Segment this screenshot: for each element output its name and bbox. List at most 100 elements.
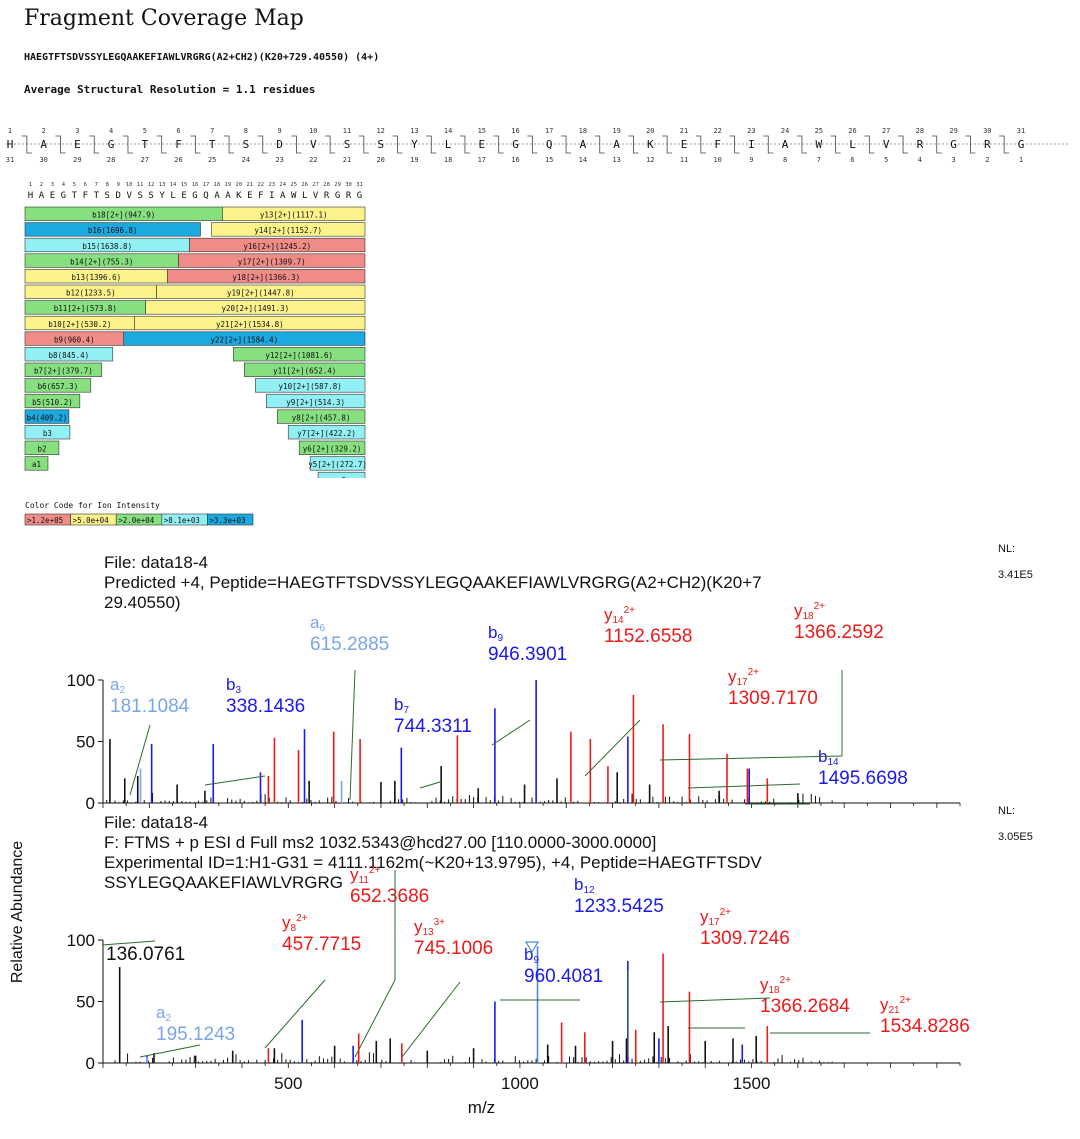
coverage-index: 27 xyxy=(312,182,319,188)
ladder-index-bottom: 16 xyxy=(511,156,519,164)
ion-superscript: 3+ xyxy=(434,917,446,928)
y-ion-label: y11[2+](652.4) xyxy=(273,367,336,376)
ladder-index-bottom: 17 xyxy=(478,156,486,164)
ladder-index-bottom: 13 xyxy=(612,156,620,164)
spectrum-header-line: Experimental ID=1:H1-G31 = 4111.1162m(~K… xyxy=(104,853,762,872)
ladder-residue: W xyxy=(815,138,822,151)
b-ion-bar xyxy=(24,393,81,409)
ladder-index-bottom: 22 xyxy=(309,156,317,164)
coverage-index: 22 xyxy=(257,182,264,188)
cleavage-mark xyxy=(864,135,875,154)
ladder-residue: T xyxy=(141,138,148,151)
cleavage-mark xyxy=(224,135,235,154)
coverage-index: 18 xyxy=(214,182,221,188)
coverage-residue: A xyxy=(39,191,45,201)
coverage-residue: V xyxy=(313,191,319,201)
ion-superscript: 2+ xyxy=(900,995,912,1006)
cleavage-mark xyxy=(358,135,369,154)
ladder-index-top: 1 xyxy=(8,127,12,135)
coverage-residue: S xyxy=(137,191,142,201)
ion-label: y172+ xyxy=(700,907,731,928)
y-ion-bar xyxy=(189,237,366,253)
y-ion-bar xyxy=(134,315,366,331)
annotation-leader xyxy=(491,719,531,746)
ladder-index-bottom: 23 xyxy=(275,156,283,164)
legend-label: >1.2e+05 xyxy=(27,516,63,525)
spectrum-header-line: SSYLEGQAAKEFIAWLVRGRG xyxy=(104,873,343,892)
ladder-index-top: 18 xyxy=(579,127,587,135)
cleavage-mark xyxy=(695,135,706,154)
cleavage-mark xyxy=(493,135,504,154)
ion-subscript: 11 xyxy=(359,875,370,886)
cleavage-mark xyxy=(459,135,470,154)
coverage-index: 20 xyxy=(236,182,243,188)
b-ion-label: b10[2+](530.2) xyxy=(48,320,111,329)
ion-letter: y xyxy=(700,907,709,926)
coverage-index: 10 xyxy=(126,182,133,188)
ladder-residue: E xyxy=(681,138,688,151)
ladder-index-bottom: 7 xyxy=(817,156,821,164)
ion-mz-label: 1309.7170 xyxy=(728,688,818,709)
ion-mz-label: 181.1084 xyxy=(110,696,190,717)
ladder-index-top: 6 xyxy=(176,127,180,135)
coverage-residue: R xyxy=(324,191,330,201)
ladder-index-top: 14 xyxy=(444,127,452,135)
ladder-index-top: 22 xyxy=(713,127,721,135)
y-ion-label: y14[2+](1152.7) xyxy=(254,226,322,235)
coverage-residue: S xyxy=(105,191,110,201)
y-ion-bar xyxy=(145,300,366,315)
ion-mz-label: 615.2885 xyxy=(310,634,389,655)
coverage-index: 19 xyxy=(225,182,232,188)
ladder-index-top: 2 xyxy=(42,127,46,135)
y-ion-bar xyxy=(244,362,366,377)
fragment-ladder: 1H312A303E294G285T276F267T258S249D2310V2… xyxy=(6,127,1070,164)
nl-label: NL: xyxy=(998,805,1015,817)
annotation-leader xyxy=(659,755,843,761)
ion-subscript: 18 xyxy=(803,611,815,622)
ladder-index-bottom: 5 xyxy=(884,156,888,164)
ladder-residue: E xyxy=(74,138,81,151)
y-ion-label: y19[2+](1447.8) xyxy=(227,289,295,298)
ladder-residue: V xyxy=(310,138,317,151)
ladder-index-bottom: 29 xyxy=(73,156,81,164)
ion-subscript: 21 xyxy=(889,1005,901,1016)
coverage-index: 25 xyxy=(290,182,297,188)
coverage-index: 12 xyxy=(148,182,155,188)
cleavage-mark xyxy=(21,135,32,154)
ladder-index-top: 28 xyxy=(916,127,924,135)
legend-title: Color Code for Ion Intensity xyxy=(25,501,160,510)
y-ion-bar xyxy=(317,471,366,478)
b-ion-label: b13(1396.6) xyxy=(71,273,121,282)
ion-letter: b xyxy=(488,623,497,642)
ladder-index-top: 5 xyxy=(143,127,147,135)
ion-mz-label: 1233.5425 xyxy=(574,896,664,917)
b-ion-label: b12(1233.5) xyxy=(66,289,116,298)
annotation-leader xyxy=(349,669,356,801)
cleavage-mark xyxy=(156,135,167,154)
ladder-residue: S xyxy=(377,138,384,151)
coverage-residue: V xyxy=(126,191,132,201)
cleavage-mark xyxy=(898,135,909,154)
ion-subscript: 6 xyxy=(319,623,325,634)
annotation-leader xyxy=(204,775,266,786)
ladder-index-top: 29 xyxy=(949,127,957,135)
y-ion-bar xyxy=(222,206,366,221)
annotation-leader xyxy=(139,1044,201,1058)
y-ion-label: y18[2+](1366.3) xyxy=(232,273,300,282)
ion-letter: a xyxy=(156,1003,166,1022)
ladder-index-top: 8 xyxy=(244,127,248,135)
ion-superscript: 2+ xyxy=(369,865,381,876)
coverage-residue: G xyxy=(357,191,362,201)
ladder-index-bottom: 19 xyxy=(410,156,418,164)
ladder-residue: E xyxy=(478,138,485,151)
coverage-residue: F xyxy=(83,191,88,201)
ladder-index-bottom: 6 xyxy=(850,156,854,164)
ladder-residue: I xyxy=(748,138,755,151)
ion-mz-label: 946.3901 xyxy=(488,644,567,665)
annotation-leader xyxy=(419,781,441,789)
cleavage-mark xyxy=(190,135,201,154)
ladder-residue: Q xyxy=(546,138,553,151)
ladder-residue: L xyxy=(849,138,856,151)
